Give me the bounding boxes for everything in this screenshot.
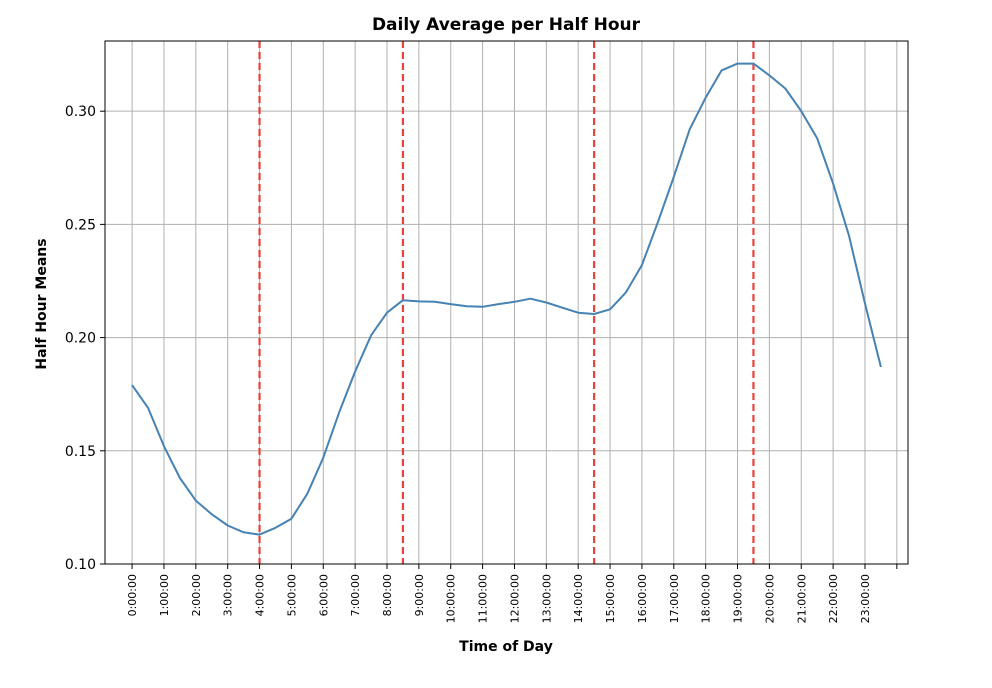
plot-frame [104,40,909,565]
y-tick-label: 0.30 [65,104,96,120]
x-tick-label: 17:00:00 [668,574,681,623]
y-axis-label: Half Hour Means [34,238,50,369]
x-tick-label: 11:00:00 [477,574,490,623]
series-line [131,62,882,536]
x-tick-label: 10:00:00 [445,574,458,623]
chart-title: Daily Average per Half Hour [372,15,641,35]
x-tick-label: 21:00:00 [795,574,808,623]
x-tick-label: 7:00:00 [349,574,362,616]
x-tick-label: 6:00:00 [317,574,330,616]
x-tick-label: 0:00:00 [126,574,139,616]
x-tick-label: 15:00:00 [604,574,617,623]
x-tick-label: 1:00:00 [158,574,171,616]
y-tick-label: 0.20 [65,331,96,347]
x-tick-label: 14:00:00 [572,574,585,623]
x-tick-label: 8:00:00 [381,574,394,616]
x-tick-label: 22:00:00 [827,574,840,623]
y-tick-label: 0.10 [65,557,96,573]
x-tick-label: 19:00:00 [732,574,745,623]
x-tick-label: 18:00:00 [700,574,713,623]
x-tick-label: 23:00:00 [859,574,872,623]
x-tick-label: 3:00:00 [222,574,235,616]
x-tick-label: 12:00:00 [508,574,521,623]
reference-lines [258,41,755,564]
x-axis-ticks: 0:00:00 1:00:00 2:00:00 3:00:00 4:00:00 5:00:… [126,564,898,623]
x-tick-label: 13:00:00 [540,574,553,623]
y-tick-label: 0.15 [65,444,96,460]
x-tick-label: 4:00:00 [254,574,267,616]
x-tick-label: 9:00:00 [413,574,426,616]
x-tick-label: 16:00:00 [636,574,649,623]
y-tick-label: 0.25 [65,217,96,233]
x-axis-label: Time of Day [459,639,553,655]
data-series [131,62,882,536]
x-tick-label: 20:00:00 [763,574,776,623]
x-tick-label: 5:00:00 [285,574,298,616]
y-axis-ticks: 0.10 0.15 0.20 0.25 0.30 [65,104,105,573]
x-tick-label: 2:00:00 [190,574,203,616]
